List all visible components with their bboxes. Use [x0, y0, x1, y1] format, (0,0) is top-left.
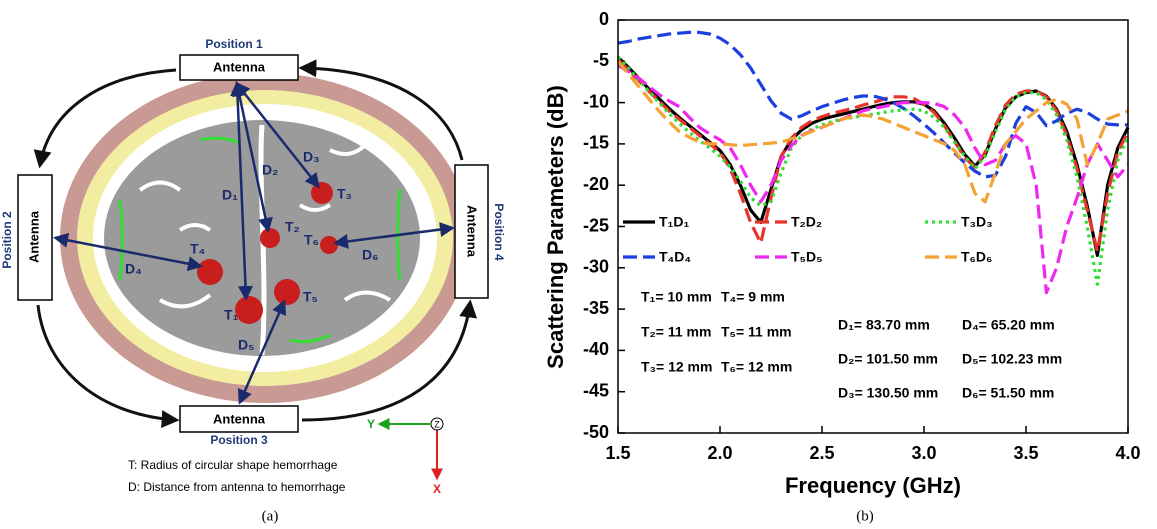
distance-arrows [53, 81, 455, 405]
annotation: T₁= 10 mm [641, 289, 712, 305]
position-label: Position 1 [205, 37, 263, 51]
rotation-arrows [33, 59, 478, 429]
annotation: D₅= 102.23 mm [962, 351, 1062, 367]
series-line [616, 56, 1130, 257]
position-label: Position 2 [0, 211, 14, 269]
x-tick-label: 1.5 [605, 443, 630, 463]
hemorrhage-label: T₄ [190, 241, 205, 257]
hemorrhage [260, 228, 280, 248]
distance-label: D₅ [238, 337, 255, 353]
legend-label: T₁D₁ [659, 214, 689, 230]
antenna-label: Antenna [26, 210, 41, 263]
arrow [53, 232, 203, 272]
hemorrhage-label: T₆ [304, 232, 319, 248]
annotation: D₄= 65.20 mm [962, 317, 1055, 333]
hemorrhage [197, 259, 223, 285]
y-tick-label: -50 [583, 422, 609, 442]
annotation: D₁= 83.70 mm [838, 317, 930, 333]
antenna-4 [454, 164, 489, 299]
z-axis [430, 417, 444, 431]
hemorrhage-label: T₃ [337, 186, 352, 202]
hemorrhage-label: T₁ [224, 307, 239, 323]
distance-label: D₂ [262, 162, 278, 178]
hemorrhage [235, 296, 263, 324]
legend-label: T₆D₆ [961, 249, 992, 265]
axis-label: Z [434, 419, 440, 429]
arrow [36, 304, 180, 429]
caption: (b) [856, 508, 874, 524]
annotation: T₄= 9 mm [721, 289, 785, 305]
axis-label: X [433, 482, 441, 496]
x-axis-title: Frequency (GHz) [785, 473, 961, 498]
arrow [33, 68, 177, 169]
hemorrhage [320, 236, 338, 254]
hemorrhage [274, 279, 300, 305]
antenna-3 [179, 405, 299, 433]
caption: (a) [262, 508, 279, 524]
y-tick-label: -10 [583, 91, 609, 111]
legend-text: T: Radius of circular shape hemorrhage [128, 458, 338, 472]
distance-label: D₄ [125, 261, 142, 277]
position-label: Position 3 [210, 433, 268, 447]
annotation: D₆= 51.50 mm [962, 385, 1054, 401]
y-tick-label: -25 [583, 215, 609, 235]
legend-label: T₂D₂ [791, 214, 822, 230]
hemorrhage [311, 182, 333, 204]
y-tick-label: -30 [583, 257, 609, 277]
x-tick-label: 3.0 [911, 443, 936, 463]
arrow [237, 299, 287, 405]
y-tick-label: -45 [583, 380, 609, 400]
y-tick-label: -40 [583, 339, 609, 359]
x-tick-label: 3.5 [1013, 443, 1038, 463]
sulci [138, 143, 392, 309]
arrow [301, 299, 478, 422]
series-line [616, 56, 1130, 286]
antenna-1 [179, 54, 299, 81]
axis-label: Y [367, 417, 375, 431]
distance-label: D₁ [222, 187, 238, 203]
y-tick-label: -5 [593, 50, 609, 70]
y-tick-label: 0 [599, 9, 609, 29]
annotation: D₂= 101.50 mm [838, 351, 938, 367]
distance-label: D₃ [303, 149, 320, 165]
annotation: T₃= 12 mm [641, 359, 712, 375]
distance-label: D₆ [362, 247, 378, 263]
x-tick-label: 4.0 [1115, 443, 1140, 463]
series-line [617, 64, 1130, 295]
antenna-label: Antenna [213, 59, 266, 74]
y-tick-label: -35 [583, 298, 609, 318]
legend-text: D: Distance from antenna to hemorrhage [128, 480, 346, 494]
arrow [230, 81, 253, 301]
series-line [616, 58, 1130, 253]
hemorrhage-label: T₅ [303, 289, 318, 305]
y-axis-title: Scattering Parameters (dB) [543, 85, 568, 369]
annotation: D₃= 130.50 mm [838, 385, 938, 401]
arrow [298, 59, 464, 161]
annotation: T₅= 11 mm [721, 324, 792, 340]
position-label: Position 4 [492, 203, 506, 261]
diagram: Antenna Antenna Antenna Antenna Position… [0, 37, 506, 524]
legend-label: T₃D₃ [961, 214, 993, 230]
annotation: T₂= 11 mm [641, 324, 711, 340]
legend-label: T₅D₅ [791, 249, 823, 265]
y-tick-label: -15 [583, 133, 609, 153]
antenna-label: Antenna [465, 205, 480, 258]
hemorrhage-label: T₂ [285, 219, 300, 235]
y-tick-label: -20 [583, 174, 609, 194]
annotation: T₆= 12 mm [721, 359, 792, 375]
x-tick-label: 2.5 [809, 443, 834, 463]
antenna-label: Antenna [213, 411, 266, 426]
series-line [617, 30, 1128, 179]
antenna-2 [17, 174, 53, 301]
arrow [333, 222, 455, 249]
legend-label: T₄D₄ [659, 249, 691, 265]
x-tick-label: 2.0 [707, 443, 732, 463]
plot-frame [617, 19, 1129, 434]
